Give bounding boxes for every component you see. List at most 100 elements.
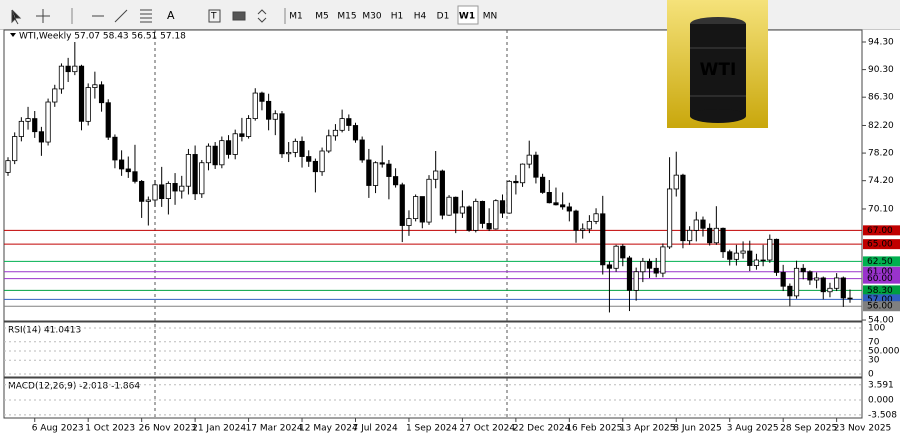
candle-body	[767, 238, 773, 261]
candle-body	[105, 102, 111, 138]
candle-body	[800, 267, 806, 273]
x-tick-label: 26 Nov 2023	[139, 424, 197, 434]
price-level-label: 56.00	[867, 302, 893, 312]
candle-body	[279, 113, 285, 155]
candle-body	[145, 199, 151, 202]
candle-body	[526, 154, 532, 165]
timeframe-button[interactable]: M30	[362, 12, 381, 22]
candle-body	[773, 238, 780, 273]
candle-body	[613, 245, 619, 269]
candle-body	[32, 118, 38, 133]
price-level-tag	[863, 273, 900, 284]
candle-body	[399, 184, 405, 226]
price-level-tag	[863, 294, 900, 305]
y-tick-label: 70.10	[868, 204, 894, 214]
candle-body	[820, 277, 826, 293]
candle-body	[205, 145, 212, 164]
x-tick-label: 7 Jul 2024	[352, 424, 397, 434]
timeframe-button[interactable]: W1	[459, 12, 475, 22]
candle-body	[272, 113, 278, 120]
candle-body	[98, 84, 105, 104]
y-tick-label: 78.20	[868, 149, 894, 159]
y-tick-label: 74.20	[868, 176, 894, 186]
rsi-tick-label: 50.000	[868, 347, 900, 357]
timeframe-button[interactable]: MN	[483, 12, 498, 22]
candle-body	[733, 252, 739, 260]
candle-body	[245, 118, 252, 137]
rsi-panel	[3, 321, 863, 378]
candle-body	[646, 260, 653, 269]
candle-body	[553, 202, 559, 206]
candle-body	[707, 227, 713, 244]
candle-body	[179, 185, 185, 192]
candle-body	[533, 154, 539, 178]
candle-body	[433, 170, 439, 180]
candle-body	[626, 257, 633, 291]
timeframe-button[interactable]: M5	[315, 12, 329, 22]
candle-body	[566, 206, 572, 212]
candle-body	[840, 277, 846, 299]
candle-body	[406, 218, 412, 226]
candle-body	[306, 156, 312, 162]
candle-body	[419, 196, 425, 223]
candle-body	[85, 87, 91, 122]
candle-body	[386, 163, 392, 177]
candle-body	[413, 196, 419, 220]
x-tick-label: 1 Sep 2024	[406, 424, 458, 434]
candle-body	[546, 192, 552, 204]
candle-body	[45, 101, 51, 143]
candle-body	[439, 170, 445, 216]
price-level-tag	[863, 266, 900, 277]
x-tick-label: 21 Jan 2024	[192, 424, 246, 434]
candle-body	[593, 213, 599, 222]
y-tick-label: 82.20	[868, 121, 894, 131]
x-tick-label: 28 Sep 2025	[780, 424, 837, 434]
rsi-tick-label: 70	[868, 337, 880, 347]
x-tick-label: 8 Jun 2025	[673, 424, 721, 434]
macd-tick-label: -3.508	[868, 410, 897, 420]
timeframe-button[interactable]: M1	[289, 12, 303, 22]
candle-body	[125, 168, 131, 173]
candle-body	[65, 65, 71, 73]
candle-body	[25, 118, 31, 122]
candle-body	[292, 140, 298, 153]
candle-body	[753, 259, 760, 266]
y-tick-label: 90.30	[868, 65, 894, 75]
price-level-label: 58.30	[867, 286, 893, 296]
y-tick-label: 94.30	[868, 38, 894, 48]
price-level-label: 62.50	[867, 257, 893, 267]
candle-body	[192, 154, 198, 195]
rsi-title: RSI(14) 41.0413	[8, 326, 81, 336]
candle-body	[132, 171, 138, 182]
candle-body	[586, 220, 592, 230]
x-tick-label: 22 Dec 2024	[513, 424, 571, 434]
candle-body	[372, 162, 379, 186]
x-tick-label: 13 Apr 2025	[620, 424, 676, 434]
candle-body	[827, 287, 833, 293]
macd-tick-label: 3.591	[868, 380, 894, 390]
timeframe-button[interactable]: M15	[337, 12, 356, 22]
timeframe-button[interactable]: D1	[437, 12, 450, 22]
candle-body	[834, 277, 840, 289]
candle-body	[573, 210, 579, 231]
candle-body	[807, 271, 813, 281]
candle-body	[78, 65, 85, 122]
candle-body	[486, 223, 492, 230]
x-tick-label: 27 Oct 2024	[459, 424, 515, 434]
chart-title: WTI,Weekly 57.07 58.43 56.51 57.18	[19, 32, 186, 42]
candle-body	[326, 135, 332, 152]
candle-body	[139, 180, 145, 202]
candle-body	[673, 174, 679, 190]
candle-body	[72, 65, 78, 73]
candle-body	[513, 180, 519, 184]
candle-body	[633, 271, 639, 291]
timeframe-button[interactable]: H4	[414, 12, 427, 22]
candle-body	[199, 162, 205, 195]
candle-body	[38, 131, 45, 143]
candle-body	[780, 272, 786, 287]
candle-body	[119, 159, 125, 170]
candle-body	[212, 145, 218, 166]
timeframe-button[interactable]: H1	[391, 12, 404, 22]
candle-body	[259, 92, 265, 102]
